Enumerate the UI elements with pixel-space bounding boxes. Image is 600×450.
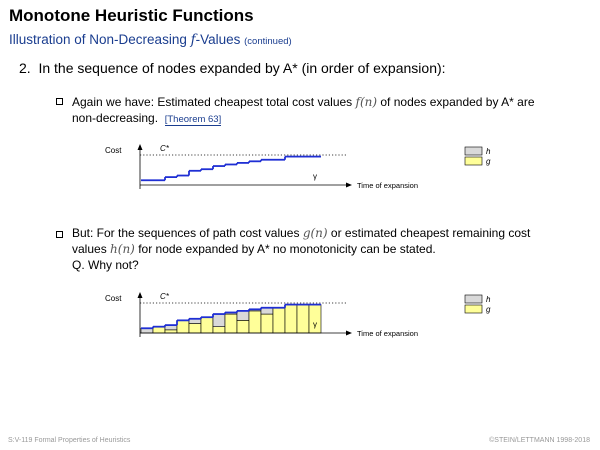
bullet-1-text: Again we have: Estimated cheapest total … bbox=[72, 94, 535, 128]
bullet-2-line-3: Q. Why not? bbox=[72, 257, 530, 273]
chart-2-bars bbox=[140, 304, 322, 334]
chart-2-x-arrow bbox=[346, 330, 352, 336]
subtitle-suffix: -Values bbox=[195, 32, 241, 47]
bullet-2-line-1: But: For the sequences of path cost valu… bbox=[72, 225, 530, 241]
g-bar-4 bbox=[188, 323, 202, 334]
chart-2-f-curve bbox=[141, 303, 321, 330]
numbered-point: 2. In the sequence of nodes expanded by … bbox=[19, 60, 446, 76]
chart-1-f-curve bbox=[141, 155, 321, 182]
g-bar-10 bbox=[260, 313, 274, 334]
g-bar-1 bbox=[152, 326, 166, 334]
subtitle-continued: (continued) bbox=[244, 36, 292, 47]
bullet-2-line-2: values h(n) for node expanded by A* no m… bbox=[72, 241, 530, 257]
bullet-2-question: Q. Why not? bbox=[72, 258, 139, 272]
g-bar-9 bbox=[248, 310, 262, 334]
subtitle-prefix: Illustration of Non-Decreasing bbox=[9, 32, 191, 47]
bullet-2-math-h: h(n) bbox=[110, 242, 135, 256]
g-bar-2 bbox=[164, 329, 178, 334]
g-bar-7 bbox=[224, 313, 238, 334]
chart-1-gamma: γ bbox=[313, 172, 317, 181]
chart-2-gamma: γ bbox=[313, 320, 317, 329]
bullet-1-part2: of nodes expanded by A* are bbox=[377, 95, 535, 109]
chart-2-cstar-label: C* bbox=[160, 292, 170, 301]
bullet-2-part2: or estimated cheapest remaining cost bbox=[327, 226, 531, 240]
chart-1-xlabel: Time of expansion bbox=[357, 181, 418, 190]
footer-left: S:V-119 Formal Properties of Heuristics bbox=[8, 437, 131, 444]
chart-1-legend-g: g bbox=[486, 157, 491, 166]
footer-right: ©STEIN/LETTMANN 1998-2018 bbox=[489, 437, 590, 444]
slide-subtitle: Illustration of Non-Decreasing f-Values … bbox=[9, 32, 292, 48]
bullet-2-line2-part1: values bbox=[72, 242, 111, 256]
bullet-1-line-1: Again we have: Estimated cheapest total … bbox=[72, 94, 535, 110]
bullet-box-1 bbox=[56, 98, 63, 105]
chart-2-y-arrow bbox=[137, 292, 143, 298]
g-bar-13 bbox=[296, 304, 310, 334]
bullet-2-text: But: For the sequences of path cost valu… bbox=[72, 225, 530, 273]
chart-2-svg: Cost C* Time of expansion γ h g bbox=[105, 292, 491, 338]
bullet-2-line2-part2: for node expanded by A* no monotonicity … bbox=[134, 242, 436, 256]
point-number: 2. bbox=[19, 60, 31, 76]
chart-2-ylabel: Cost bbox=[105, 294, 122, 303]
chart-1-y-arrow bbox=[137, 144, 143, 150]
chart-1-x-arrow bbox=[346, 182, 352, 188]
chart-1-legend-h-swatch bbox=[464, 146, 483, 156]
chart-1-legend-h: h bbox=[486, 147, 491, 156]
bullet-1-line2: non-decreasing. bbox=[72, 111, 159, 125]
chart-1-ylabel: Cost bbox=[105, 146, 122, 155]
g-bar-3 bbox=[176, 320, 190, 334]
g-bar-5 bbox=[200, 316, 214, 334]
bullet-box-2 bbox=[56, 231, 63, 238]
chart-1-cstar-label: C* bbox=[160, 144, 170, 153]
bullet-1-line-2: non-decreasing. [Theorem 63] bbox=[72, 110, 535, 128]
theorem-link[interactable]: [Theorem 63] bbox=[164, 114, 222, 126]
h-bar-10 bbox=[260, 307, 274, 315]
chart-2-legend-h: h bbox=[486, 295, 491, 304]
g-bar-12 bbox=[284, 304, 298, 334]
subtitle-var: f bbox=[190, 32, 196, 48]
g-bar-6 bbox=[212, 326, 226, 334]
bullet-2-part1: But: For the sequences of path cost valu… bbox=[72, 226, 303, 240]
h-bar-6 bbox=[212, 313, 226, 327]
slide-title: Monotone Heuristic Functions bbox=[9, 6, 254, 25]
bullet-2-math-g: g(n) bbox=[302, 226, 328, 240]
chart-1-svg: Cost C* Time of expansion γ h g bbox=[105, 144, 491, 190]
chart-2-legend-g: g bbox=[486, 305, 491, 314]
point-text: In the sequence of nodes expanded by A* … bbox=[38, 60, 446, 76]
h-bar-8 bbox=[236, 310, 250, 321]
g-bar-8 bbox=[236, 320, 250, 334]
chart-2-legend-h-swatch bbox=[464, 294, 483, 304]
bullet-1-part1: Again we have: Estimated cheapest total … bbox=[72, 95, 356, 109]
chart-2-legend-g-swatch bbox=[464, 304, 483, 314]
g-bar-11 bbox=[272, 307, 286, 334]
chart-1-legend-g-swatch bbox=[464, 156, 483, 166]
bullet-1-math: f(n) bbox=[355, 95, 378, 109]
chart-2-xlabel: Time of expansion bbox=[357, 329, 418, 338]
